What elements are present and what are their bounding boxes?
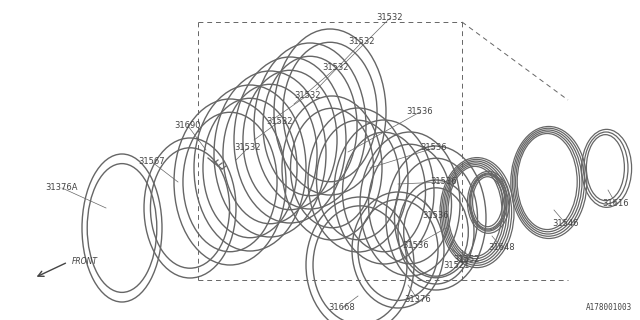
Text: 31532: 31532 (323, 63, 349, 73)
Text: 31690: 31690 (175, 122, 201, 131)
Text: FRONT: FRONT (72, 258, 98, 267)
Text: 31536: 31536 (431, 178, 458, 187)
Text: 31532: 31532 (267, 116, 293, 125)
Text: 31536: 31536 (406, 108, 433, 116)
Text: 31668: 31668 (328, 303, 355, 313)
Text: 31536: 31536 (420, 143, 447, 153)
Text: 31536: 31536 (422, 212, 449, 220)
Text: 31376: 31376 (404, 295, 431, 305)
Text: 31648: 31648 (489, 244, 515, 252)
Text: 31536: 31536 (403, 241, 429, 250)
Text: 31546: 31546 (553, 220, 579, 228)
Text: 31532: 31532 (377, 13, 403, 22)
Text: 31376A: 31376A (45, 183, 78, 193)
Text: 31532: 31532 (349, 37, 375, 46)
Text: 31567: 31567 (139, 157, 165, 166)
Text: 31552: 31552 (453, 255, 479, 265)
Text: 31532: 31532 (295, 91, 321, 100)
Text: 31532: 31532 (235, 143, 261, 153)
Text: 31616: 31616 (603, 199, 629, 209)
Text: 31521: 31521 (443, 261, 469, 270)
Text: A178001003: A178001003 (586, 303, 632, 312)
